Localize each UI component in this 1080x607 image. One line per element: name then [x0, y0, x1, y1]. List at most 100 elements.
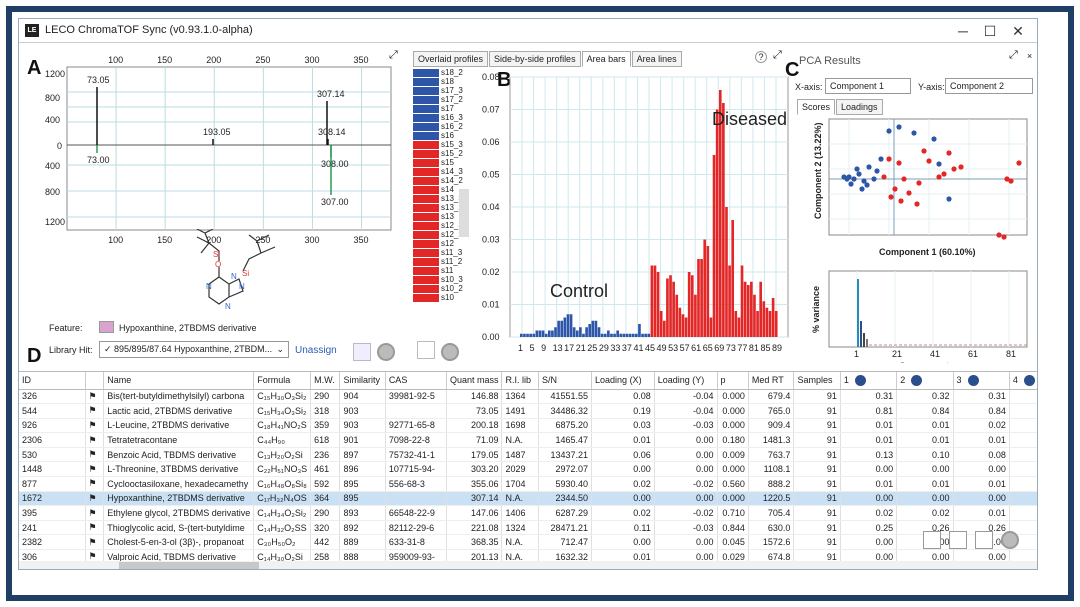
legend-item[interactable]: s15: [413, 158, 473, 167]
table-row[interactable]: 326 ⚑ Bis(tert-butyldimethylsilyl) carbona…: [19, 389, 1037, 405]
tab-area-bars[interactable]: Area bars: [581, 51, 631, 67]
table-row[interactable]: 1448 ⚑ L-Threonine, 3TBDMS derivative C₂₂H₅…: [19, 461, 1037, 478]
column-header[interactable]: R.I. lib: [501, 372, 540, 390]
flag-icon[interactable]: ⚑: [85, 461, 105, 478]
column-header[interactable]: Formula: [253, 372, 312, 390]
mass-spectrum-plot[interactable]: 100 150 200 250 300 350 100 150 200 250 300 350 400 8…: [19, 45, 414, 245]
legend-item[interactable]: s11_3: [413, 248, 473, 257]
legend-item[interactable]: s11: [413, 266, 473, 275]
flag-icon[interactable]: ⚑: [85, 476, 105, 492]
column-header[interactable]: Quant mass: [446, 372, 503, 390]
legend-scrollbar[interactable]: [459, 189, 469, 237]
legend-item[interactable]: s13: [413, 212, 473, 221]
tab-area-lines[interactable]: Area lines: [631, 51, 682, 67]
legend-item[interactable]: s18_2: [413, 68, 473, 77]
legend-item[interactable]: s15_2: [413, 149, 473, 158]
table-search-icon[interactable]: [923, 531, 941, 549]
flag-icon[interactable]: ⚑: [85, 418, 105, 434]
column-header[interactable]: CAS: [385, 372, 447, 390]
legend-item[interactable]: s13_2: [413, 203, 473, 212]
flag-icon[interactable]: ⚑: [85, 432, 105, 448]
flag-icon[interactable]: ⚑: [85, 447, 105, 463]
pca-variance-plot[interactable]: 1 21 41 61 81 Component % variance: [791, 267, 1037, 363]
yaxis-select[interactable]: Component 2: [945, 78, 1033, 94]
table-row[interactable]: 530 ⚑ Benzoic Acid, TBDMS derivative C₁₃H₂₀…: [19, 447, 1037, 463]
table-row[interactable]: 395 ⚑ Ethylene glycol, 2TBDMS derivative C₁…: [19, 505, 1037, 521]
table-row[interactable]: 877 ⚑ Cyclooctasiloxane, hexadecamethy C₁₆H…: [19, 476, 1037, 492]
close-pca-icon[interactable]: ×: [1027, 51, 1033, 61]
settings-gear-icon[interactable]: [377, 343, 395, 361]
chart-icon-center[interactable]: [417, 341, 435, 359]
pca-scores-plot[interactable]: Component 1 (60.10%) Component 2 (13.22%): [791, 115, 1037, 265]
legend-item[interactable]: s10_3: [413, 275, 473, 284]
legend-item[interactable]: s16_3: [413, 113, 473, 122]
column-header[interactable]: Similarity: [339, 372, 386, 390]
minimize-button[interactable]: ─: [958, 23, 968, 39]
legend-item[interactable]: s16_2: [413, 122, 473, 131]
legend-item[interactable]: s15_3: [413, 140, 473, 149]
legend-item[interactable]: s18: [413, 77, 473, 86]
legend-item[interactable]: s14_2: [413, 176, 473, 185]
column-header[interactable]: Loading (X): [591, 372, 655, 390]
column-header[interactable]: 4: [1009, 372, 1037, 390]
table-row[interactable]: 544 ⚑ Lactic acid, 2TBDMS derivative C₁₅H₃₄…: [19, 403, 1037, 419]
maximize-button[interactable]: ☐: [983, 23, 997, 39]
tab-side-by-side-profiles[interactable]: Side-by-side profiles: [489, 51, 581, 67]
table-row[interactable]: 306 ⚑ Valproic Acid, TBDMS derivative C₁₄H₃…: [19, 549, 1037, 561]
flag-icon[interactable]: ⚑: [85, 520, 105, 536]
flag-icon[interactable]: ⚑: [85, 389, 105, 405]
table-row[interactable]: 241 ⚑ Thioglycolic acid, S-(tert-butyldime…: [19, 520, 1037, 536]
expand-icon-center[interactable]: ⤢: [773, 49, 782, 61]
legend-item[interactable]: s10_2: [413, 284, 473, 293]
column-header[interactable]: p: [717, 372, 749, 390]
column-header[interactable]: Name: [103, 372, 255, 390]
close-button[interactable]: ✕: [1012, 23, 1024, 39]
table-horizontal-scrollbar[interactable]: [19, 561, 1037, 569]
expand-icon[interactable]: ⤢: [389, 49, 398, 61]
legend-item[interactable]: s12_3: [413, 221, 473, 230]
unassign-link[interactable]: Unassign: [295, 345, 337, 356]
legend-item[interactable]: s12_2: [413, 230, 473, 239]
settings-gear-icon-center[interactable]: [441, 343, 459, 361]
table-export-icon[interactable]: [949, 531, 967, 549]
legend-item[interactable]: s13_3: [413, 194, 473, 203]
xaxis-select[interactable]: Component 1: [825, 78, 911, 94]
legend-item[interactable]: s12: [413, 239, 473, 248]
flag-icon[interactable]: ⚑: [85, 549, 105, 561]
column-header[interactable]: M.W.: [310, 372, 341, 390]
table-row[interactable]: 1672 ⚑ Hypoxanthine, 2TBDMS derivative C₁₇H…: [19, 491, 1037, 507]
column-header[interactable]: 1: [840, 372, 898, 390]
chart-icon[interactable]: [353, 343, 371, 361]
legend-item[interactable]: s14_3: [413, 167, 473, 176]
legend-item[interactable]: s14: [413, 185, 473, 194]
flag-icon[interactable]: ⚑: [85, 403, 105, 419]
area-bar-chart[interactable]: 0.000.010.020.030.040.050.060.070.081 5 9 1…: [474, 67, 794, 367]
expand-icon-pca[interactable]: ⤢: [1009, 49, 1018, 61]
tab-scores[interactable]: Scores: [797, 99, 836, 115]
legend-item[interactable]: s17: [413, 104, 473, 113]
table-settings-gear-icon[interactable]: [1001, 531, 1019, 549]
column-header[interactable]: ID: [19, 372, 86, 390]
column-header[interactable]: Loading (Y): [654, 372, 718, 390]
flag-icon[interactable]: ⚑: [85, 534, 105, 551]
legend-item[interactable]: s17_2: [413, 95, 473, 104]
legend-item[interactable]: s17_3: [413, 86, 473, 95]
table-filter-icon[interactable]: [975, 531, 993, 549]
table-row[interactable]: 2382 ⚑ Cholest-5-en-3-ol (3β)-, propanoat C…: [19, 534, 1037, 551]
column-header[interactable]: [85, 372, 105, 390]
flag-icon[interactable]: ⚑: [85, 505, 105, 521]
column-header[interactable]: 2: [896, 372, 954, 390]
table-row[interactable]: 926 ⚑ L-Leucine, 2TBDMS derivative C₁₈H₄₁NO…: [19, 418, 1037, 434]
flag-icon[interactable]: ⚑: [85, 491, 105, 507]
library-hit-select[interactable]: ✓ 895/895/87.64 Hypoxanthine, 2TBDM... ⌄: [99, 341, 289, 358]
legend-item[interactable]: s10: [413, 293, 473, 302]
table-row[interactable]: 2306 ⚑ Tetratetracontane C₄₄H₉₀ 618 901 7098-2…: [19, 432, 1037, 448]
column-header[interactable]: S/N: [538, 372, 593, 390]
column-header[interactable]: Med RT: [748, 372, 795, 390]
help-icon[interactable]: ?: [755, 51, 767, 63]
legend-item[interactable]: s16: [413, 131, 473, 140]
legend-item[interactable]: s11_2: [413, 257, 473, 266]
tab-overlaid-profiles[interactable]: Overlaid profiles: [413, 51, 489, 67]
column-header[interactable]: Samples: [793, 372, 841, 390]
tab-loadings[interactable]: Loadings: [836, 99, 883, 115]
